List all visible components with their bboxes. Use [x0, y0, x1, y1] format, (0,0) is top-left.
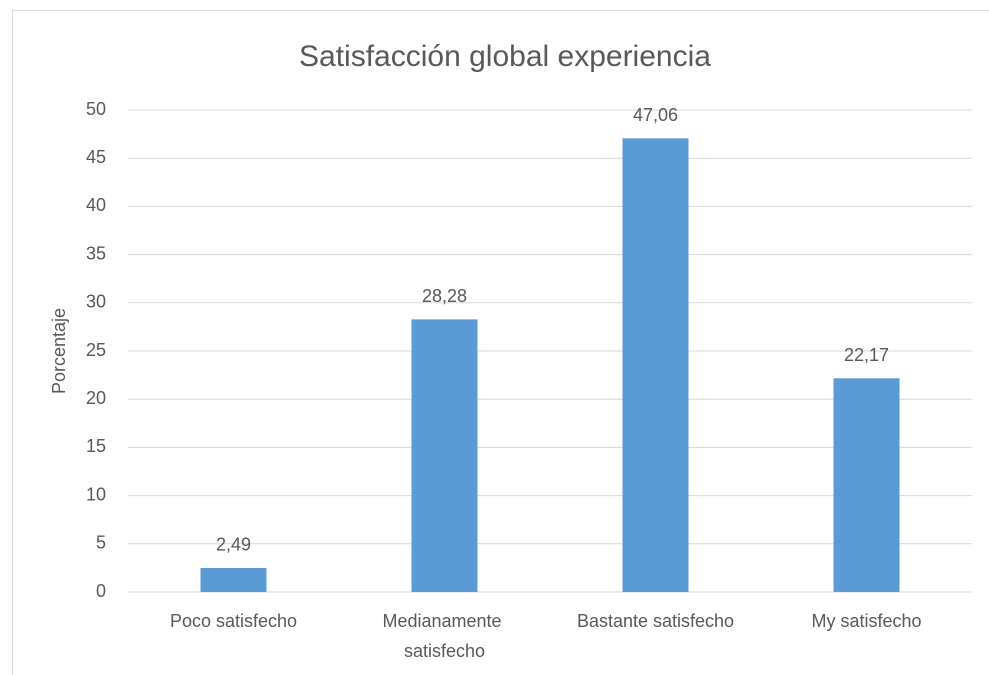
y-tick-label: 45	[86, 147, 106, 167]
x-tick-label: Medianamente satisfecho	[382, 611, 506, 661]
y-tick-label: 50	[86, 99, 106, 119]
data-label: 47,06	[633, 105, 678, 125]
data-label: 28,28	[422, 286, 467, 306]
y-tick-label: 40	[86, 195, 106, 215]
y-tick-label: 20	[86, 388, 106, 408]
bar	[622, 138, 689, 592]
y-tick-label: 30	[86, 292, 106, 312]
y-tick-label: 35	[86, 243, 106, 263]
x-tick-label: My satisfecho	[811, 611, 921, 631]
y-axis-label: Porcentaje	[49, 308, 69, 394]
bar	[200, 567, 267, 592]
y-tick-label: 15	[86, 436, 106, 456]
y-tick-label: 25	[86, 340, 106, 360]
chart-frame	[12, 10, 989, 675]
y-tick-label: 5	[96, 533, 106, 553]
chart-title: Satisfacción global experiencia	[299, 40, 711, 73]
bar	[411, 319, 478, 592]
x-tick-label: Bastante satisfecho	[577, 611, 734, 631]
y-tick-label: 0	[96, 581, 106, 601]
y-tick-label: 10	[86, 484, 106, 504]
bar	[833, 378, 900, 592]
x-tick-label: Poco satisfecho	[170, 611, 297, 631]
data-label: 22,17	[844, 345, 889, 365]
data-label: 2,49	[216, 535, 251, 555]
